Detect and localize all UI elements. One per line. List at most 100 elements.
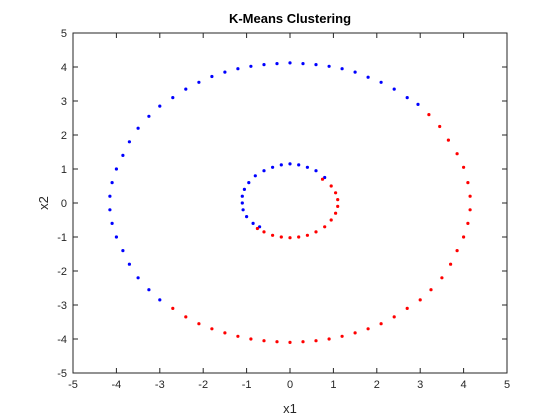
- data-point: [305, 233, 309, 237]
- data-point: [171, 96, 175, 100]
- data-point: [449, 262, 453, 266]
- data-point: [340, 334, 344, 338]
- data-point: [158, 298, 162, 302]
- data-point: [462, 165, 466, 169]
- data-point: [329, 184, 333, 188]
- data-point: [197, 80, 201, 84]
- data-point: [468, 208, 472, 212]
- data-point: [242, 187, 246, 191]
- data-point: [327, 337, 331, 341]
- data-point: [262, 169, 266, 173]
- data-point: [240, 194, 244, 198]
- data-point: [223, 70, 227, 74]
- data-point: [440, 276, 444, 280]
- data-point: [288, 340, 292, 344]
- data-point: [418, 298, 422, 302]
- data-point: [468, 194, 472, 198]
- data-point: [288, 61, 292, 65]
- data-point: [314, 63, 318, 67]
- data-point: [240, 201, 244, 205]
- data-point: [314, 339, 318, 343]
- data-point: [438, 124, 442, 129]
- x-tick-label: 3: [417, 379, 423, 391]
- y-axis-title: x2: [36, 196, 51, 210]
- data-point: [121, 153, 125, 157]
- data-point: [249, 64, 253, 68]
- x-tick-label: -2: [198, 379, 208, 391]
- data-point: [108, 194, 112, 198]
- data-point: [314, 230, 318, 234]
- data-point: [271, 165, 275, 169]
- data-point: [305, 165, 309, 169]
- data-point: [416, 102, 420, 106]
- data-point: [158, 104, 162, 108]
- data-point: [262, 230, 266, 234]
- data-point: [253, 174, 257, 178]
- data-point: [275, 62, 279, 66]
- data-point: [323, 175, 327, 180]
- data-point: [110, 181, 114, 185]
- data-point: [334, 211, 338, 215]
- data-point: [236, 334, 240, 338]
- data-point: [392, 315, 396, 319]
- data-point: [455, 249, 459, 253]
- x-tick-label: 4: [461, 379, 467, 391]
- data-point: [429, 288, 433, 292]
- data-point: [279, 163, 283, 167]
- plot-area: [73, 33, 507, 373]
- data-point: [184, 315, 188, 319]
- data-point: [136, 126, 140, 130]
- x-tick-label: -5: [68, 379, 78, 391]
- y-tick-label: 4: [61, 62, 67, 74]
- data-point: [340, 67, 344, 71]
- chart-title: K-Means Clustering: [229, 11, 351, 26]
- data-point: [446, 138, 450, 142]
- data-point: [271, 233, 275, 237]
- data-point: [210, 74, 214, 79]
- data-point: [379, 322, 383, 326]
- data-point: [127, 140, 131, 144]
- data-point: [255, 226, 259, 231]
- y-tick-label: 1: [61, 164, 67, 176]
- data-point: [275, 340, 279, 344]
- data-point: [210, 327, 214, 331]
- data-point: [329, 218, 333, 222]
- data-point: [301, 62, 305, 66]
- y-tick-label: -4: [57, 334, 67, 346]
- x-tick-label: 2: [374, 379, 380, 391]
- data-point: [114, 235, 118, 239]
- data-point: [455, 152, 459, 156]
- data-point: [136, 276, 140, 280]
- x-axis-title: x1: [283, 401, 297, 416]
- x-tick-label: 1: [330, 379, 336, 391]
- data-point: [247, 181, 251, 185]
- data-point: [171, 306, 175, 310]
- data-point: [288, 162, 292, 166]
- data-point: [392, 87, 396, 91]
- data-point: [334, 191, 338, 195]
- x-tick-label: -4: [112, 379, 122, 391]
- points-layer: [108, 61, 472, 344]
- y-tick-label: 3: [61, 96, 67, 108]
- data-point: [279, 235, 283, 239]
- y-tick-label: -1: [57, 232, 67, 244]
- ticks-layer: -5 -4 -3 -2 -1 0 1 2 3 4 5 -5 -4 -3 -2 -1 0 1 2 3 4 5: [57, 28, 510, 391]
- data-point: [127, 262, 131, 266]
- x-tick-label: 0: [287, 379, 293, 391]
- data-point: [462, 235, 466, 239]
- data-point: [262, 63, 266, 67]
- data-point: [314, 169, 318, 173]
- y-tick-label: -5: [57, 368, 67, 380]
- data-point: [405, 96, 409, 100]
- data-point: [336, 204, 340, 208]
- data-point: [251, 221, 255, 225]
- data-point: [108, 208, 112, 212]
- data-point: [197, 322, 201, 326]
- data-point: [114, 167, 118, 171]
- data-point: [184, 87, 188, 91]
- data-point: [249, 337, 253, 341]
- data-point: [297, 235, 301, 239]
- data-point: [223, 331, 227, 335]
